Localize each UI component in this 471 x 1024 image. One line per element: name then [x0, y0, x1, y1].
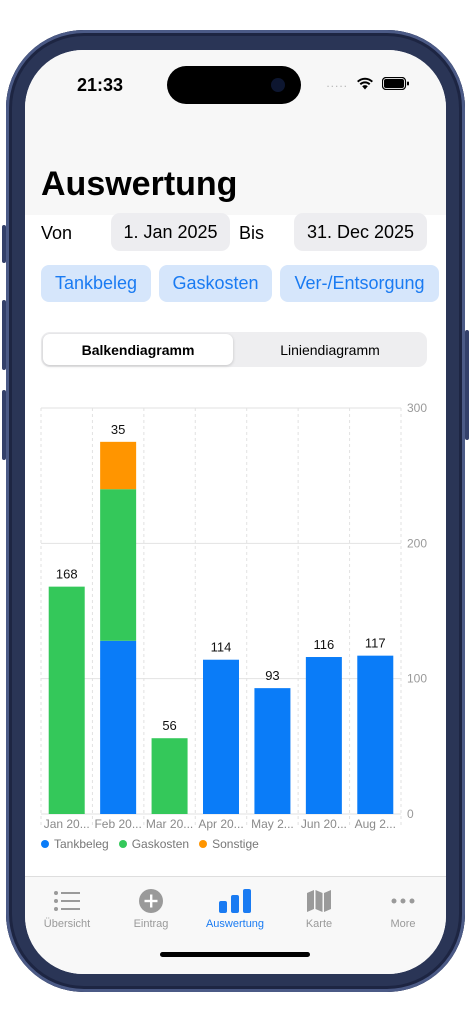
bar-value-label-5: 116: [313, 637, 334, 652]
tab-more[interactable]: More: [361, 887, 445, 930]
x-tick-label-1: Feb 20...: [94, 817, 141, 831]
bar-tankbeleg-3: [203, 659, 239, 814]
legend-dot-sonstige: [199, 840, 208, 848]
screen: 21:33 ..... Auswertung Von 1. Jan 2025 B…: [25, 50, 446, 974]
legend-label-tankbeleg: Tankbeleg: [54, 837, 109, 851]
y-tick-label-200: 200: [407, 536, 427, 550]
action-button: [2, 225, 6, 263]
bar-tankbeleg-6: [357, 655, 394, 814]
x-tick-label-2: Mar 20...: [146, 817, 193, 831]
from-date-picker[interactable]: 1. Jan 2025: [111, 213, 230, 251]
status-icons: .....: [326, 76, 410, 90]
tab-label-karte: Karte: [305, 918, 333, 930]
bar-value-label-1: 35: [111, 422, 125, 437]
tab-bar: Übersicht Eintrag Auswertung: [25, 876, 446, 974]
power-button: [465, 330, 469, 440]
camera-icon: [271, 78, 285, 92]
tab-label-more: More: [390, 918, 416, 930]
segment-line-chart[interactable]: Liniendiagramm: [280, 341, 380, 358]
tab-karte[interactable]: Karte: [277, 887, 361, 930]
x-tick-label-4: May 2...: [251, 817, 294, 831]
y-tick-label-300: 300: [407, 401, 427, 415]
volume-down-button: [2, 390, 6, 460]
filter-row: Tankbeleg Gaskosten Ver-/Entsorgung: [41, 265, 441, 303]
y-tick-label-0: 0: [407, 807, 414, 821]
legend-item-sonstige: Sonstige: [199, 837, 259, 851]
legend-label-gaskosten: Gaskosten: [131, 837, 190, 851]
legend-item-tankbeleg: Tankbeleg: [41, 837, 109, 851]
wifi-icon: [357, 77, 373, 89]
to-date-picker[interactable]: 31. Dec 2025: [294, 213, 427, 251]
tab-label-auswertung: Auswertung: [205, 918, 265, 930]
legend-dot-gaskosten: [118, 840, 127, 848]
date-range-row: Von 1. Jan 2025 Bis 31. Dec 2025: [41, 213, 431, 253]
filter-tankbeleg-button[interactable]: Tankbeleg: [41, 265, 151, 302]
legend-dot-tankbeleg: [41, 840, 49, 848]
list-icon: [53, 887, 81, 915]
chart-legend: Tankbeleg Gaskosten Sonstige: [41, 837, 259, 851]
from-label: Von: [41, 223, 73, 243]
bar-gaskosten-2: [151, 738, 188, 814]
bar-value-label-0: 168: [56, 567, 78, 582]
chart-bar-icon: [219, 887, 251, 915]
tab-uebersicht[interactable]: Übersicht: [25, 887, 109, 930]
to-label: Bis: [239, 223, 265, 243]
more-dots-icon: [390, 887, 416, 915]
filter-gaskosten-button[interactable]: Gaskosten: [159, 265, 272, 302]
bar-value-label-2: 56: [162, 718, 176, 733]
volume-up-button: [2, 300, 6, 370]
legend-item-gaskosten: Gaskosten: [118, 837, 190, 851]
bar-chart: 0 100 200 300 168 Jan 20... 35 Feb 20... 56 Mar 2…: [40, 401, 427, 831]
y-tick-label-100: 100: [407, 672, 427, 686]
bar-gaskosten-1: [100, 489, 137, 641]
home-indicator: [160, 952, 310, 957]
bar-value-label-3: 114: [211, 640, 232, 655]
chart-type-segmented-control: Balkendiagramm Liniendiagramm: [41, 332, 427, 367]
bar-value-label-6: 117: [365, 636, 386, 651]
plus-circle-icon: [138, 887, 164, 915]
map-icon: [306, 887, 332, 915]
bar-gaskosten-0: [48, 586, 85, 814]
x-tick-label-6: Aug 2...: [355, 817, 396, 831]
tab-eintrag[interactable]: Eintrag: [109, 887, 193, 930]
status-time: 21:33: [77, 75, 124, 95]
bar-sonstige-1: [100, 441, 137, 490]
filter-entsorgung-button[interactable]: Ver-/Entsorgung: [280, 265, 439, 302]
bar-value-label-4: 93: [265, 668, 279, 683]
x-tick-label-3: Apr 20...: [198, 817, 243, 831]
legend-label-sonstige: Sonstige: [212, 837, 259, 851]
segment-bar-chart[interactable]: Balkendiagramm: [43, 334, 233, 365]
x-tick-label-0: Jan 20...: [44, 817, 90, 831]
bar-tankbeleg-1: [100, 640, 137, 814]
dynamic-island: [167, 66, 301, 104]
tab-auswertung[interactable]: Auswertung: [193, 887, 277, 930]
signal-dots-icon: .....: [326, 76, 348, 90]
tab-label-uebersicht: Übersicht: [43, 918, 91, 930]
page-title: Auswertung: [41, 165, 238, 203]
x-tick-label-5: Jun 20...: [301, 817, 347, 831]
tab-label-eintrag: Eintrag: [133, 918, 169, 930]
battery-icon: [382, 76, 409, 90]
bar-tankbeleg-4: [254, 688, 291, 814]
bar-tankbeleg-5: [305, 657, 342, 814]
